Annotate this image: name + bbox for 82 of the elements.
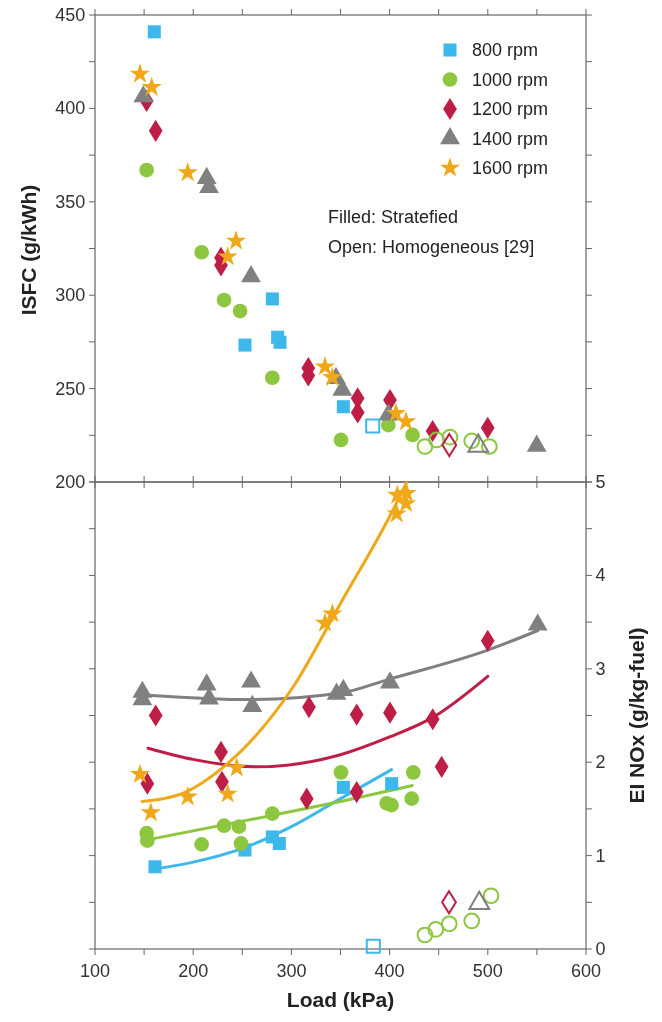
- y2-tick-label: 5: [595, 472, 606, 492]
- point: [194, 837, 209, 852]
- point: [385, 402, 407, 422]
- point: [216, 818, 232, 834]
- x-tick-label: 600: [570, 961, 602, 981]
- y2-tick-label: 0: [595, 939, 606, 959]
- point: [216, 292, 232, 308]
- point: [148, 860, 162, 874]
- point: [405, 765, 421, 780]
- point: [427, 921, 445, 938]
- y2-tick-label: 2: [595, 752, 606, 773]
- point: [405, 427, 420, 443]
- x-tick-label: 400: [374, 961, 405, 981]
- point: [147, 25, 161, 39]
- point: [314, 612, 336, 632]
- point: [217, 783, 238, 803]
- point: [416, 926, 434, 944]
- point: [177, 162, 198, 182]
- point: [322, 603, 343, 623]
- point: [395, 411, 417, 431]
- legend-label: 800 rpm: [472, 40, 539, 60]
- y2-tick-label: 4: [595, 565, 606, 586]
- point: [481, 438, 498, 455]
- point: [386, 503, 407, 523]
- legend-label: 1200 rpm: [472, 99, 549, 119]
- x-tick-label: 100: [79, 961, 111, 981]
- point: [385, 777, 399, 791]
- annotation: Open: Homogeneous [29]: [328, 236, 535, 257]
- point: [273, 335, 287, 349]
- point: [217, 246, 238, 266]
- point: [238, 338, 252, 352]
- point: [129, 763, 151, 783]
- point: [440, 915, 458, 933]
- point: [133, 85, 154, 103]
- point: [265, 292, 279, 306]
- point: [365, 938, 381, 954]
- line-series: [146, 674, 490, 769]
- point: [314, 356, 336, 376]
- point: [225, 230, 247, 250]
- y-tick-label: 350: [55, 191, 86, 212]
- x-tick-label: 500: [472, 961, 503, 981]
- point: [463, 912, 481, 930]
- y2-tick-label: 3: [595, 658, 606, 679]
- point: [141, 76, 162, 96]
- point: [140, 801, 161, 822]
- y-tick-label: 300: [55, 285, 86, 306]
- point: [428, 431, 445, 449]
- point: [384, 797, 399, 813]
- y-axis-title: ISFC (g/kWh): [17, 184, 40, 316]
- point: [139, 162, 155, 178]
- y-tick-label: 250: [55, 378, 86, 399]
- point: [416, 438, 434, 455]
- y-tick-label: 450: [55, 5, 86, 25]
- legend-label: 1400 rpm: [472, 128, 549, 149]
- point: [272, 836, 286, 850]
- x-axis-title: Load (kPa): [286, 988, 395, 1011]
- point: [336, 400, 350, 414]
- point: [233, 836, 249, 851]
- point: [482, 887, 500, 905]
- x-tick-label: 200: [178, 961, 209, 981]
- y-tick-label: 400: [55, 98, 86, 119]
- legend-label: 1600 rpm: [472, 158, 549, 178]
- point: [264, 806, 280, 821]
- point: [231, 819, 247, 834]
- point: [264, 370, 280, 386]
- y-tick-label: 200: [55, 472, 86, 492]
- point: [177, 786, 198, 806]
- y2-axis-title: EI NOx (g/kg-fuel): [625, 627, 648, 804]
- point: [441, 428, 459, 446]
- point: [194, 244, 209, 260]
- point: [336, 780, 350, 794]
- x-tick-label: 300: [276, 961, 307, 981]
- annotation: Filled: Stratefied: [328, 206, 459, 227]
- point: [404, 791, 420, 806]
- point: [232, 303, 248, 319]
- legend-label: 1000 rpm: [472, 69, 549, 90]
- point: [333, 765, 349, 780]
- point: [226, 757, 247, 777]
- point: [365, 418, 381, 434]
- y2-tick-label: 1: [595, 845, 606, 866]
- point: [333, 432, 349, 448]
- point: [129, 63, 151, 83]
